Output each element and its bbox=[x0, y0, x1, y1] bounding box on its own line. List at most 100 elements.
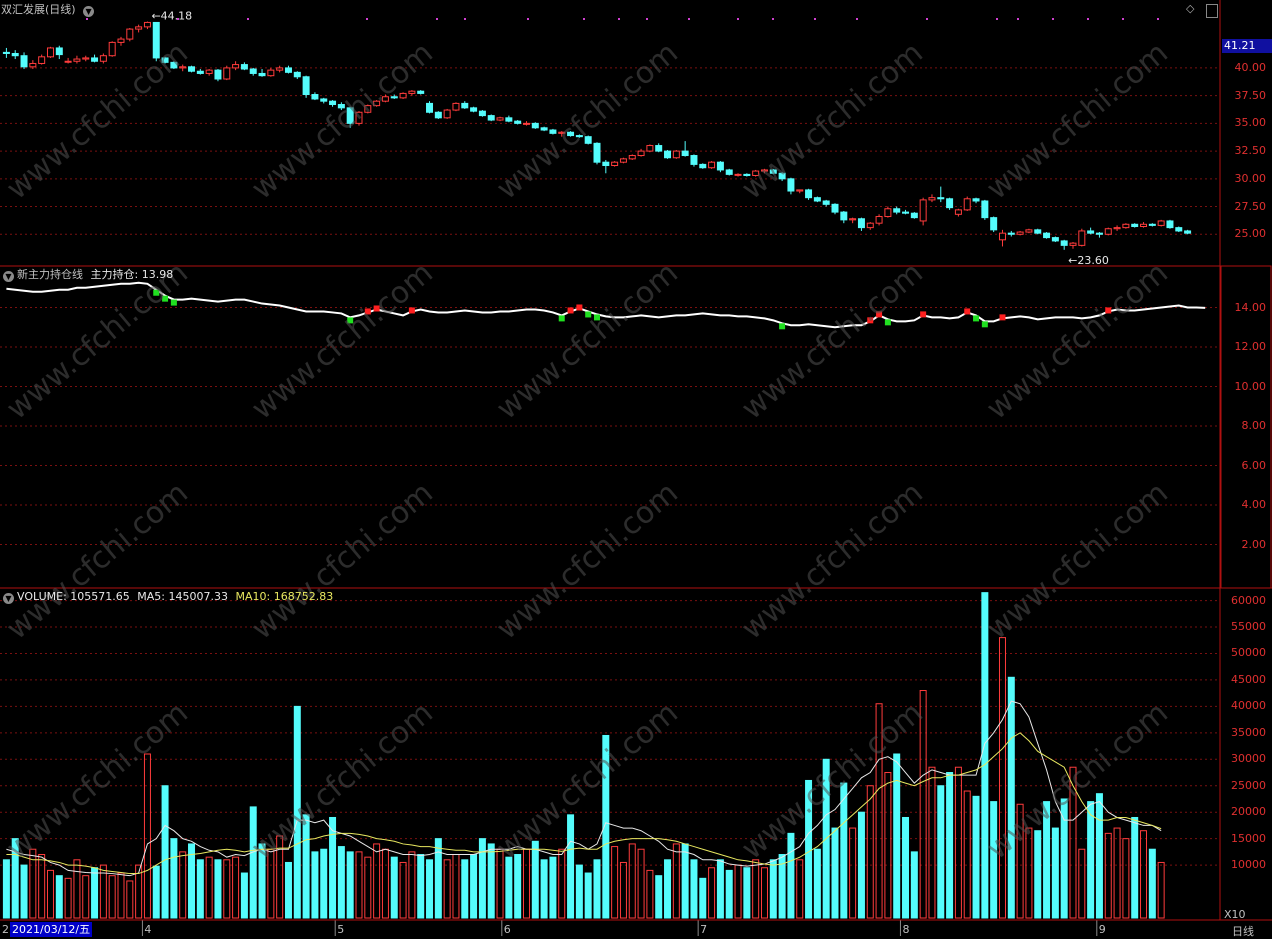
volume-bar[interactable] bbox=[223, 859, 231, 919]
volume-bar[interactable] bbox=[558, 848, 566, 919]
candle-body[interactable] bbox=[990, 217, 998, 231]
volume-bar[interactable] bbox=[64, 877, 72, 919]
candle-body[interactable] bbox=[743, 173, 751, 176]
volume-bar[interactable] bbox=[866, 785, 874, 919]
volume-bar[interactable] bbox=[188, 843, 196, 919]
volume-bar[interactable] bbox=[787, 832, 795, 919]
candle-body[interactable] bbox=[540, 127, 548, 131]
volume-bar[interactable] bbox=[514, 854, 522, 919]
volume-bar[interactable] bbox=[849, 827, 857, 919]
volume-bar[interactable] bbox=[884, 772, 892, 919]
volume-bar[interactable] bbox=[831, 827, 839, 919]
candle-body[interactable] bbox=[928, 197, 936, 201]
volume-bar[interactable] bbox=[152, 865, 160, 919]
candle-body[interactable] bbox=[1095, 232, 1103, 235]
candle-body[interactable] bbox=[558, 131, 566, 134]
candle-body[interactable] bbox=[108, 41, 116, 57]
volume-bar[interactable] bbox=[611, 846, 619, 919]
volume-bar[interactable] bbox=[725, 869, 733, 919]
candle-body[interactable] bbox=[417, 90, 425, 94]
volume-bar[interactable] bbox=[760, 867, 768, 919]
candle-body[interactable] bbox=[1113, 227, 1121, 230]
volume-bar[interactable] bbox=[1007, 676, 1015, 919]
volume-bar[interactable] bbox=[99, 864, 107, 919]
candle-body[interactable] bbox=[426, 102, 434, 113]
volume-bar[interactable] bbox=[108, 875, 116, 919]
volume-bar[interactable] bbox=[778, 854, 786, 919]
candle-body[interactable] bbox=[1025, 229, 1033, 233]
candle-body[interactable] bbox=[954, 209, 962, 215]
volume-bar[interactable] bbox=[29, 848, 37, 919]
volume-bar[interactable] bbox=[716, 859, 724, 919]
candle-body[interactable] bbox=[117, 38, 125, 43]
candle-body[interactable] bbox=[769, 169, 777, 174]
candle-body[interactable] bbox=[919, 199, 927, 222]
candle-body[interactable] bbox=[805, 189, 813, 199]
volume-bar[interactable] bbox=[1060, 798, 1068, 919]
candle-body[interactable] bbox=[584, 136, 592, 144]
volume-bar[interactable] bbox=[1113, 827, 1121, 919]
volume-bar[interactable] bbox=[258, 843, 266, 919]
candle-body[interactable] bbox=[1157, 220, 1165, 226]
volume-bar[interactable] bbox=[540, 859, 548, 919]
volume-bar[interactable] bbox=[205, 856, 213, 919]
volume-bar[interactable] bbox=[928, 766, 936, 919]
candle-body[interactable] bbox=[470, 107, 478, 112]
candle-body[interactable] bbox=[205, 69, 213, 74]
volume-bar[interactable] bbox=[1025, 827, 1033, 919]
candle-body[interactable] bbox=[725, 169, 733, 175]
volume-bar[interactable] bbox=[946, 772, 954, 919]
volume-bar[interactable] bbox=[1104, 832, 1112, 919]
candle-body[interactable] bbox=[170, 61, 178, 69]
volume-bar[interactable] bbox=[240, 872, 248, 919]
volume-bar[interactable] bbox=[117, 872, 125, 919]
volume-bar[interactable] bbox=[796, 859, 804, 919]
candle-body[interactable] bbox=[329, 100, 337, 106]
volume-bar[interactable] bbox=[646, 869, 654, 919]
volume-bar[interactable] bbox=[293, 705, 301, 919]
candle-body[interactable] bbox=[946, 198, 954, 209]
volume-bar[interactable] bbox=[267, 848, 275, 919]
volume-bar[interactable] bbox=[575, 864, 583, 919]
candle-body[interactable] bbox=[981, 200, 989, 219]
volume-bar[interactable] bbox=[143, 753, 151, 919]
candle-body[interactable] bbox=[276, 67, 284, 71]
volume-bar[interactable] bbox=[954, 766, 962, 919]
candle-body[interactable] bbox=[708, 161, 716, 169]
volume-bar[interactable] bbox=[708, 867, 716, 919]
volume-bar[interactable] bbox=[1095, 793, 1103, 919]
volume-bar[interactable] bbox=[681, 843, 689, 919]
chevron-down-icon[interactable]: ▼ bbox=[83, 6, 95, 17]
volume-bar[interactable] bbox=[135, 864, 143, 919]
volume-bar[interactable] bbox=[893, 753, 901, 919]
candle-body[interactable] bbox=[293, 71, 301, 78]
candle-body[interactable] bbox=[910, 212, 918, 219]
candle-body[interactable] bbox=[2, 51, 10, 54]
candle-body[interactable] bbox=[963, 198, 971, 211]
candle-body[interactable] bbox=[893, 208, 901, 213]
volume-bar[interactable] bbox=[355, 851, 363, 919]
volume-bar[interactable] bbox=[38, 854, 46, 919]
volume-bar[interactable] bbox=[311, 851, 319, 919]
volume-bar[interactable] bbox=[337, 846, 345, 919]
candle-body[interactable] bbox=[831, 203, 839, 213]
candle-body[interactable] bbox=[152, 21, 160, 59]
candle-body[interactable] bbox=[267, 69, 275, 77]
volume-bar[interactable] bbox=[813, 848, 821, 919]
candle-body[interactable] bbox=[672, 150, 680, 159]
candle-body[interactable] bbox=[760, 169, 768, 172]
volume-bar[interactable] bbox=[373, 843, 381, 919]
candle-body[interactable] bbox=[434, 111, 442, 119]
volume-bar[interactable] bbox=[1016, 803, 1024, 919]
candle-body[interactable] bbox=[1078, 230, 1086, 246]
candle-body[interactable] bbox=[452, 102, 460, 111]
candle-body[interactable] bbox=[443, 109, 451, 119]
candle-body[interactable] bbox=[699, 163, 707, 169]
candle-body[interactable] bbox=[11, 52, 19, 57]
volume-bar[interactable] bbox=[549, 856, 557, 919]
candle-body[interactable] bbox=[549, 129, 557, 134]
candle-body[interactable] bbox=[1087, 230, 1095, 234]
candle-body[interactable] bbox=[637, 150, 645, 157]
volume-bar[interactable] bbox=[470, 854, 478, 919]
candle-body[interactable] bbox=[1069, 242, 1077, 246]
